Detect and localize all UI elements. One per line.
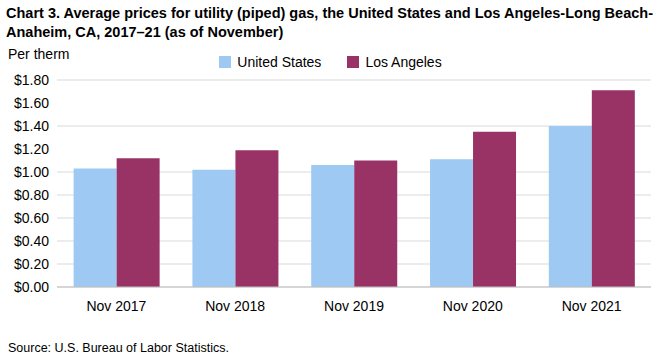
svg-text:$0.40: $0.40: [14, 233, 49, 249]
html-text:Per therm: Per therm: [8, 46, 70, 62]
svg-text:$0.20: $0.20: [14, 256, 49, 272]
html-text:Source: U.S. Bureau of Labor S: Source: U.S. Bureau of Labor Statistics.: [8, 341, 229, 355]
svg-text:$1.80: $1.80: [14, 72, 49, 88]
html-text:Chart 3. Average prices for ut: Chart 3. Average prices for utility (pip…: [6, 5, 653, 40]
svg-text:$0.00: $0.00: [14, 279, 49, 295]
svg-text:Nov 2019: Nov 2019: [324, 298, 384, 314]
svg-text:Nov 2020: Nov 2020: [443, 298, 503, 314]
svg-text:Nov 2018: Nov 2018: [205, 298, 265, 314]
svg-text:$1.40: $1.40: [14, 118, 49, 134]
svg-text:Nov 2017: Nov 2017: [86, 298, 146, 314]
svg-text:$1.60: $1.60: [14, 95, 49, 111]
html-text:Los Angeles: Los Angeles: [365, 54, 442, 70]
svg-text:$0.80: $0.80: [14, 187, 49, 203]
svg-text:$0.60: $0.60: [14, 210, 49, 226]
svg-text:$1.00: $1.00: [14, 164, 49, 180]
html-text:United States: United States: [237, 54, 322, 70]
svg-text:$1.20: $1.20: [14, 141, 49, 157]
svg-text:Nov 2021: Nov 2021: [562, 298, 622, 314]
